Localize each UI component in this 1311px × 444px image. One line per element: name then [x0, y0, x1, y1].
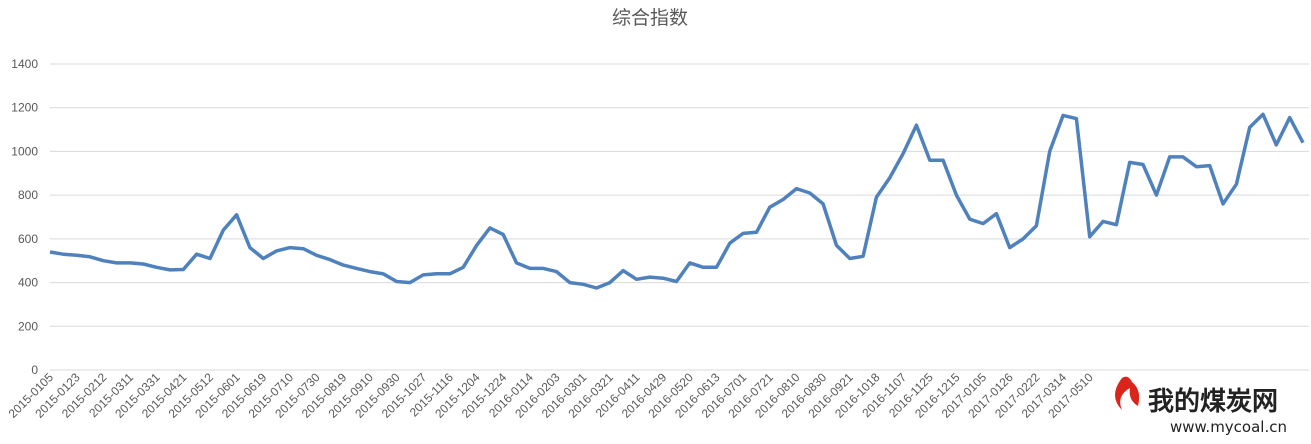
y-tick-label: 1400 — [11, 57, 38, 71]
y-tick-label: 600 — [18, 232, 38, 246]
y-tick-label: 1000 — [11, 144, 38, 158]
watermark: 我的煤炭网 www.mycoal.cn — [1115, 376, 1287, 436]
y-tick-label: 0 — [31, 363, 38, 377]
y-tick-label: 1200 — [11, 101, 38, 115]
y-tick-label: 800 — [18, 188, 38, 202]
chart-title: 综合指数 — [612, 7, 688, 29]
watermark-logo — [1115, 376, 1140, 410]
y-tick-label: 400 — [18, 276, 38, 290]
watermark-name: 我的煤炭网 — [1148, 386, 1278, 417]
watermark-url: www.mycoal.cn — [1170, 418, 1287, 436]
data-line — [49, 112, 1305, 290]
y-tick-label: 200 — [18, 319, 38, 333]
